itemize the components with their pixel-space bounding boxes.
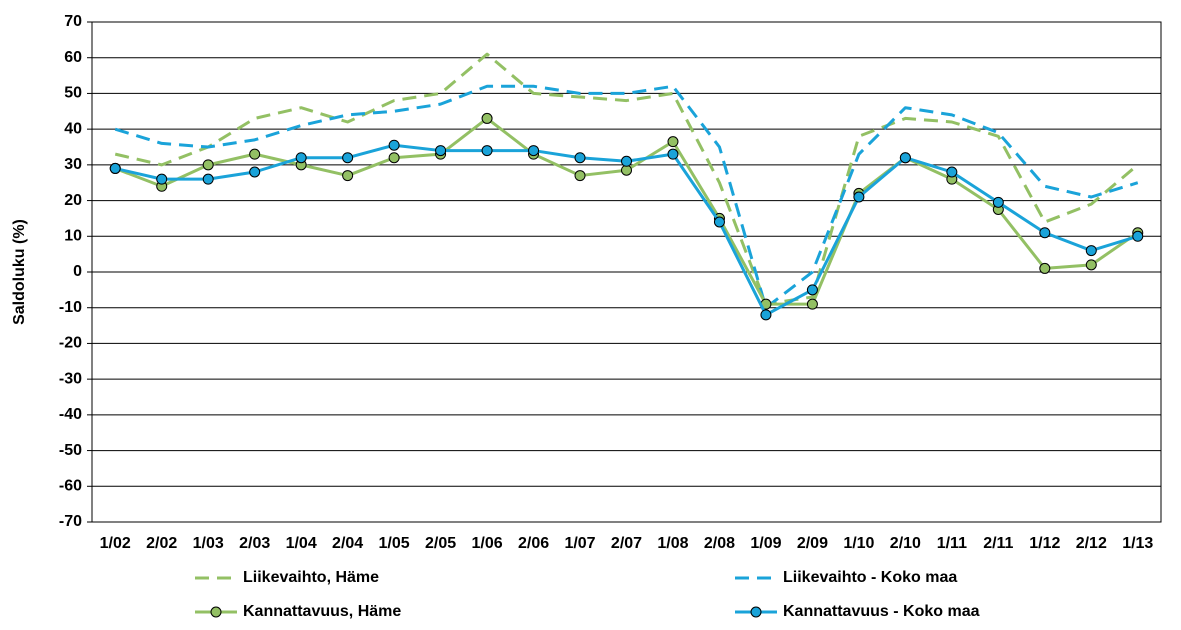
x-tick-label: 1/09 [750, 535, 781, 552]
x-tick-label: 2/03 [239, 535, 270, 552]
data-point [899, 152, 911, 164]
data-point [388, 152, 400, 164]
data-point [574, 170, 586, 182]
y-tick-label: 0 [73, 263, 82, 280]
y-tick-label: -30 [59, 370, 82, 387]
x-tick-label: 2/12 [1076, 535, 1107, 552]
y-tick-label: -20 [59, 335, 82, 352]
data-point [713, 216, 725, 228]
x-tick-label: 2/04 [332, 535, 363, 552]
data-point [806, 284, 818, 296]
data-point [621, 155, 632, 167]
y-tick-label: 50 [64, 85, 82, 102]
data-point [156, 173, 168, 185]
data-point [295, 152, 307, 164]
data-point [667, 148, 679, 160]
series-line [114, 116, 1139, 306]
y-tick-label: 70 [64, 13, 82, 30]
y-tick-label: 60 [64, 49, 82, 66]
x-tick-label: 2/08 [704, 535, 735, 552]
data-point [760, 309, 772, 321]
data-point [528, 145, 540, 157]
x-tick-label: 2/05 [425, 535, 456, 552]
data-point [342, 152, 354, 164]
data-point [202, 173, 214, 185]
y-tick-label: -40 [59, 406, 82, 423]
x-tick-label: 2/10 [890, 535, 921, 552]
y-tick-label: -10 [59, 299, 82, 316]
legend-label: Kannattavuus - Koko maa [783, 603, 980, 620]
y-tick-label: 10 [64, 228, 82, 245]
legend-label: Liikevaihto, Häme [243, 569, 379, 586]
legend-marker [750, 606, 762, 618]
x-tick-label: 1/08 [657, 535, 688, 552]
x-tick-label: 2/11 [983, 535, 1013, 552]
x-tick-label: 1/02 [100, 535, 131, 552]
data-point [202, 159, 214, 171]
data-point [481, 145, 493, 157]
x-tick-label: 1/12 [1029, 535, 1060, 552]
data-point [667, 136, 679, 148]
data-point [435, 145, 447, 157]
data-point [342, 170, 354, 182]
x-tick-label: 2/02 [146, 535, 177, 552]
y-tick-label: 20 [64, 192, 82, 209]
series-line [114, 84, 1139, 310]
data-point [1039, 227, 1051, 239]
legend-label: Liikevaihto - Koko maa [783, 569, 957, 586]
data-point [249, 166, 261, 178]
y-tick-label: -50 [59, 442, 82, 459]
plot-border [91, 21, 1162, 523]
x-tick-label: 1/04 [286, 535, 317, 552]
data-point [1132, 230, 1144, 242]
y-tick-label: -70 [59, 513, 82, 530]
x-tick-label: 2/07 [611, 535, 642, 552]
x-tick-label: 1/11 [937, 535, 967, 552]
x-tick-label: 2/06 [518, 535, 549, 552]
data-point [806, 298, 818, 310]
data-point [109, 162, 121, 174]
x-tick-label: 1/10 [843, 535, 874, 552]
data-point [992, 196, 1004, 208]
data-point [853, 191, 865, 203]
x-tick-label: 1/05 [379, 535, 410, 552]
y-tick-label: 30 [64, 156, 82, 173]
series-line [114, 52, 1139, 306]
data-point [1085, 245, 1097, 257]
data-point [249, 148, 261, 160]
x-tick-label: 1/06 [471, 535, 502, 552]
legend-marker [210, 606, 222, 618]
x-tick-label: 1/03 [193, 535, 224, 552]
data-point [1039, 262, 1051, 274]
x-tick-label: 1/13 [1122, 535, 1153, 552]
legend-label: Kannattavuus, Häme [243, 603, 401, 620]
y-tick-label: -60 [59, 478, 82, 495]
data-point [481, 112, 493, 124]
data-point [946, 166, 958, 178]
data-point [1085, 259, 1097, 271]
y-axis-label: Saldoluku (%) [11, 219, 28, 325]
data-point [574, 152, 586, 164]
data-point [388, 139, 400, 151]
y-tick-label: 40 [64, 120, 82, 137]
x-tick-label: 2/09 [797, 535, 828, 552]
x-tick-label: 1/07 [564, 535, 595, 552]
